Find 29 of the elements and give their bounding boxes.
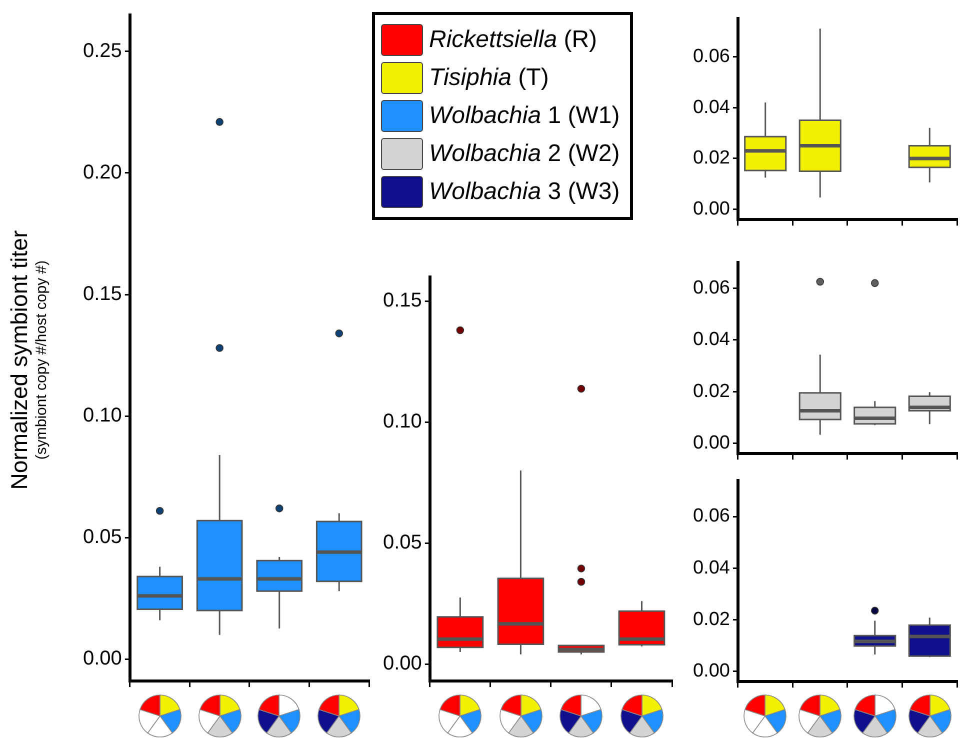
y-tick-label: 0.00 <box>692 198 730 220</box>
y-tick-label: 0.06 <box>692 46 730 67</box>
y-tick-label: 0.10 <box>382 410 422 433</box>
legend-label: Wolbachia 2 (W2) <box>429 140 620 168</box>
y-tick-label: 0.00 <box>382 652 422 675</box>
y-tick-label: 0.00 <box>692 432 730 454</box>
y-tick-label: 0.04 <box>692 96 730 118</box>
y-tick-label: 0.04 <box>692 557 730 578</box>
y-tick-label: 0.06 <box>692 277 730 298</box>
legend-label: Rickettsiella (R) <box>429 26 598 54</box>
y-axis-title: Normalized symbiont titer <box>6 230 33 490</box>
legend-label: Tisiphia (T) <box>429 64 549 92</box>
y-tick-label: 0.05 <box>82 526 122 548</box>
text: (symbiont copy #/host copy #) <box>33 259 50 462</box>
y-tick-label: 0.02 <box>692 380 730 402</box>
y-tick-label: 0.02 <box>692 148 730 169</box>
y-tick-label: 0.02 <box>692 608 730 630</box>
y-tick-label: 0.04 <box>692 329 730 350</box>
y-tick-label: 0.15 <box>82 283 122 306</box>
y-tick-label: 0.05 <box>382 532 422 554</box>
y-tick-label: 0.10 <box>82 404 122 427</box>
y-tick-label: 0.25 <box>82 40 122 62</box>
y-tick-label: 0.00 <box>82 648 122 670</box>
y-tick-label: 0.20 <box>82 162 122 184</box>
y-tick-label: 0.06 <box>692 506 730 527</box>
legend-label: Wolbachia 3 (W3) <box>429 178 620 206</box>
y-tick-label: 0.15 <box>382 290 422 312</box>
y-tick-label: 0.00 <box>692 660 730 682</box>
legend-label: Wolbachia 1 (W1) <box>429 102 620 130</box>
